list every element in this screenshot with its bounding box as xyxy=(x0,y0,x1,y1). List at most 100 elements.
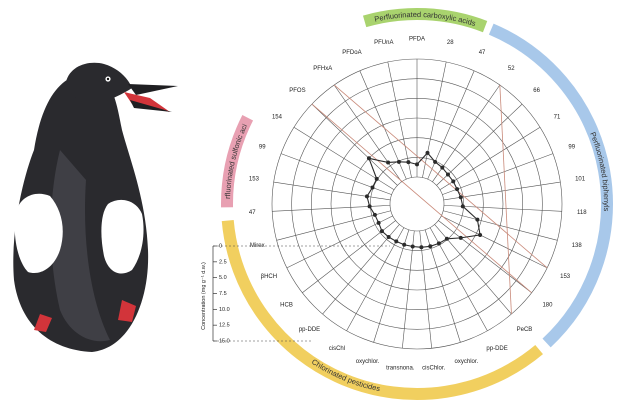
data-point-cisChl xyxy=(394,239,399,244)
data-point-HCB xyxy=(379,229,384,234)
grid-spoke xyxy=(402,230,415,349)
data-point-PFDoA xyxy=(396,159,401,164)
grid-spoke xyxy=(293,127,395,190)
data-point-99 xyxy=(370,185,375,190)
data-point-oxychlor. xyxy=(428,244,433,249)
axis-tick-label: 15.0 xyxy=(219,338,230,344)
data-point-118 xyxy=(460,204,465,209)
data-point-154 xyxy=(374,176,379,181)
group-ring-2 xyxy=(221,220,543,400)
grid-spoke xyxy=(443,181,561,201)
grid-spoke xyxy=(333,84,402,183)
category-label: 118 xyxy=(577,210,587,216)
data-point-47 xyxy=(433,159,438,164)
category-label: 99 xyxy=(259,144,266,150)
group-ring-0 xyxy=(362,8,488,33)
category-label: 28 xyxy=(447,40,454,46)
category-label: pp-DDE xyxy=(486,346,507,352)
data-point-101 xyxy=(458,195,463,200)
category-label: 47 xyxy=(249,210,256,216)
data-point-oxychlor. xyxy=(402,242,407,247)
data-point-153 xyxy=(364,194,369,199)
reference-line-0 xyxy=(311,103,532,294)
data-point-PFUnA xyxy=(406,160,411,165)
category-label: PeCB xyxy=(517,327,533,333)
axis-tick-label: 12.5 xyxy=(219,323,230,329)
axis-tick-label: 10.0 xyxy=(219,307,230,313)
group-ring-1 xyxy=(488,23,613,348)
grid-spoke xyxy=(419,230,432,349)
group-ring-3 xyxy=(221,115,254,208)
grid-spoke xyxy=(286,215,393,269)
data-point-52 xyxy=(440,165,445,170)
series-layer xyxy=(364,150,483,250)
grid-spoke xyxy=(443,210,558,241)
category-label: 52 xyxy=(508,66,515,72)
category-label: cisChlor. xyxy=(422,366,445,372)
category-label: 138 xyxy=(572,243,583,249)
data-point-28 xyxy=(425,150,430,155)
data-point-71 xyxy=(451,179,456,184)
grid-spoke xyxy=(387,61,412,178)
grid-spoke xyxy=(422,61,447,178)
category-label: cisChl xyxy=(329,346,345,352)
category-label: oxychlor. xyxy=(455,359,479,365)
data-point-47 xyxy=(367,204,372,209)
category-label: 153 xyxy=(249,177,260,183)
category-label: 180 xyxy=(542,303,553,309)
data-point-99 xyxy=(455,187,460,192)
concentration-axis: Concentration (mg g⁻¹ d.w.) 0 2.5 5.0 7.5 10… xyxy=(201,243,390,344)
data-point-pp-DDE xyxy=(436,241,441,246)
category-label: 154 xyxy=(272,114,283,120)
grid-spoke xyxy=(424,229,461,343)
axis-tick-label: 0 xyxy=(219,243,222,249)
data-point-138 xyxy=(475,217,480,222)
data-point-transnona. xyxy=(410,244,415,249)
grid-spoke xyxy=(441,215,548,269)
grid-spoke xyxy=(311,103,398,186)
data-point-PFDA xyxy=(415,162,419,167)
axis-tick-label: 5.0 xyxy=(219,275,227,281)
category-label: 71 xyxy=(554,114,561,120)
data-point-180 xyxy=(458,235,463,240)
grid-spoke xyxy=(436,103,523,186)
reference-lines xyxy=(311,84,548,315)
category-label: 47 xyxy=(479,50,486,56)
data-point-PeCB xyxy=(444,236,449,241)
category-label: 101 xyxy=(575,177,586,183)
group-label-1: Perfluorinated biphenyls xyxy=(588,131,611,212)
reference-line-1 xyxy=(333,84,548,269)
grid-ring xyxy=(389,176,445,232)
category-label: PFDA xyxy=(409,37,425,43)
category-label: oxychlor. xyxy=(356,359,380,365)
category-label: PFOS xyxy=(289,88,305,94)
grid-spoke xyxy=(432,84,501,183)
axis-tick-label: 7.5 xyxy=(219,291,227,297)
grid-spoke xyxy=(438,220,532,293)
data-point-cisChlor. xyxy=(419,245,424,250)
category-label: βHCH xyxy=(261,274,277,280)
data-point-PFHxA xyxy=(386,160,391,165)
grid-spoke xyxy=(273,181,391,201)
grid-spoke xyxy=(322,224,400,315)
category-label: PFUnA xyxy=(374,40,393,46)
category-label: PFHxA xyxy=(313,66,332,72)
reference-line-2 xyxy=(499,84,512,315)
data-point-pp-DDE xyxy=(386,235,391,240)
radar-grid xyxy=(271,58,563,350)
axis-tick-label: 2.5 xyxy=(219,259,227,265)
grid-spoke xyxy=(302,220,396,293)
grid-spoke xyxy=(346,227,405,331)
data-point-66 xyxy=(445,172,450,177)
axis-title: Concentration (mg g⁻¹ d.w.) xyxy=(201,262,207,330)
category-label: pp-DDE xyxy=(299,327,320,333)
data-point-PFOS xyxy=(366,156,371,161)
grid-spoke xyxy=(439,127,541,190)
category-label: 153 xyxy=(560,274,571,280)
data-point-153 xyxy=(478,232,483,237)
grid-spoke xyxy=(442,153,554,195)
category-label: PFDoA xyxy=(342,50,361,56)
data-point-βHCH xyxy=(376,220,381,225)
category-labels: PFDA 28 47 52 66 71 99 101 118 138 153 180 PeCB pp-DD… xyxy=(249,37,587,372)
category-label: HCB xyxy=(280,303,293,309)
